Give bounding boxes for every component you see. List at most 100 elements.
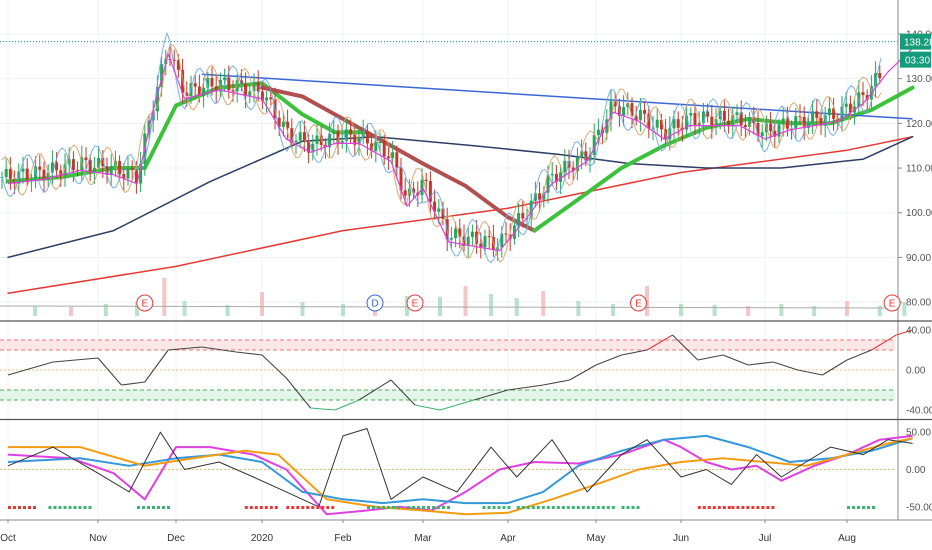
oscillator-line-segment <box>672 334 699 361</box>
event-marker-circle <box>630 294 647 312</box>
candle-body <box>130 168 134 170</box>
oscillator-line-segment <box>285 377 312 409</box>
candle-body <box>878 73 882 79</box>
candle-body <box>626 103 630 108</box>
candle-body <box>42 169 46 181</box>
candle-body <box>403 190 407 196</box>
signal-dot <box>152 506 155 509</box>
x-tick-label: Jun <box>673 533 689 544</box>
candle-body <box>739 112 743 126</box>
signal-dot <box>63 506 67 509</box>
candle-body <box>580 151 584 158</box>
candle-body <box>647 113 651 129</box>
signal-dot <box>33 506 36 509</box>
volume-bar <box>405 296 409 316</box>
signal-dot <box>167 506 170 509</box>
trendline <box>201 73 913 120</box>
candle-body <box>412 188 416 193</box>
signal-dot <box>286 506 290 509</box>
signal-dot <box>254 506 258 509</box>
candle-body <box>298 132 302 141</box>
volume-bar <box>489 294 493 316</box>
signal-dot <box>88 506 92 509</box>
event-marker-circle <box>136 294 154 312</box>
oscillator-line-segment <box>621 349 648 356</box>
candle-body <box>290 128 294 143</box>
countdown-badge-label: 03:30 <box>905 56 930 67</box>
candle-body <box>546 175 550 193</box>
signal-dot <box>147 506 150 509</box>
candle-body <box>500 233 504 248</box>
signal-dot <box>751 506 755 509</box>
candle-body <box>676 119 680 128</box>
oscillator-line-segment <box>507 384 544 391</box>
signal-dot <box>372 506 375 509</box>
candle-body <box>596 129 600 136</box>
candle-body <box>378 141 382 143</box>
candle-body <box>206 77 210 88</box>
oscillator-2-line <box>8 437 913 516</box>
candle-body <box>622 107 626 116</box>
candle-body <box>386 156 390 159</box>
candle-body <box>672 119 676 129</box>
candle-body <box>806 122 810 128</box>
candle-body <box>59 170 63 177</box>
x-tick-label: Nov <box>89 533 107 544</box>
candle-body <box>353 134 357 145</box>
signal-dot <box>741 506 745 509</box>
signal-dot <box>611 506 615 509</box>
candle-body <box>252 82 256 92</box>
signal-dot <box>28 506 31 509</box>
signal-dot <box>78 506 82 509</box>
candle-body <box>311 143 315 153</box>
candle-body <box>29 179 33 181</box>
signal-dot <box>551 506 555 509</box>
signal-dot <box>576 506 580 509</box>
candle-body <box>256 82 260 92</box>
candle-body <box>307 141 311 153</box>
volume-bar <box>812 306 817 316</box>
candle-body <box>571 167 575 172</box>
event-marker-circle <box>366 294 384 312</box>
signal-dot <box>442 506 445 509</box>
candle-body <box>592 135 596 155</box>
candle-body <box>844 103 848 107</box>
candle-body <box>118 161 122 175</box>
candle-body <box>529 200 533 219</box>
volume-bar <box>182 301 187 316</box>
oscillator-line-segment <box>121 381 145 386</box>
candle-body <box>97 157 101 168</box>
oscillator-line-segment <box>439 399 475 411</box>
candle-body <box>865 95 869 100</box>
candle-body <box>155 87 159 112</box>
moving-average-line <box>7 135 914 294</box>
volume-bar <box>541 291 546 316</box>
signal-dot <box>58 506 62 509</box>
price-tick-label: 90.00 <box>906 253 931 264</box>
candle-body <box>840 106 844 122</box>
candle-body <box>374 142 378 152</box>
event-marker-label: D <box>371 299 378 310</box>
candle-body <box>815 111 819 118</box>
candle-body <box>714 119 718 127</box>
candle-body <box>25 168 29 181</box>
candle-body <box>8 168 12 179</box>
candle-body <box>281 121 285 127</box>
candle-body <box>760 132 764 137</box>
x-tick-label: May <box>587 533 606 544</box>
event-marker-circle <box>883 294 901 312</box>
candle-body <box>521 213 525 219</box>
candle-body <box>323 144 327 148</box>
signal-dot <box>316 506 320 509</box>
signal-dot <box>137 506 140 509</box>
candle-body <box>340 140 344 144</box>
candle-body <box>454 228 458 239</box>
volume-bar <box>845 301 849 316</box>
oscillator-2-tick-label: 50.00 <box>906 428 931 439</box>
candle-body <box>634 116 638 120</box>
signal-dot <box>546 506 550 509</box>
overbought-zone <box>0 340 895 350</box>
signal-dot <box>862 506 865 509</box>
signal-dot <box>697 506 701 509</box>
candle-body <box>832 108 836 119</box>
